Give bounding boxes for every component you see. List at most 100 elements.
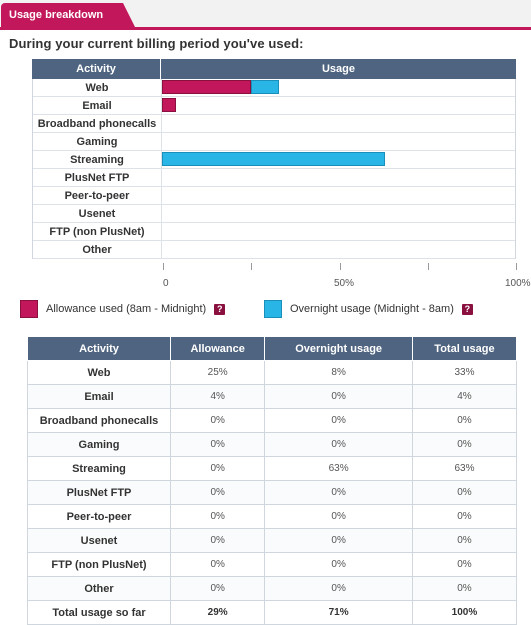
chart-header-usage: Usage	[321, 63, 356, 75]
legend-overnight: Overnight usage (Midnight - 8am) ?	[264, 300, 473, 318]
chart-row-bar-area	[162, 133, 515, 150]
legend-overnight-label: Overnight usage (Midnight - 8am)	[290, 303, 454, 315]
table-cell-value: 0%	[264, 408, 413, 433]
axis-tick-label: 50%	[334, 278, 355, 289]
axis-tick	[163, 263, 164, 270]
chart-row: FTP (non PlusNet)	[33, 223, 515, 241]
table-header-overnight: Overnight usage	[264, 336, 413, 361]
chart-header: Activity Usage	[32, 59, 516, 79]
bar-overnight	[162, 152, 386, 166]
axis-tick-label: 0	[163, 278, 169, 289]
table-cell-value: 33%	[411, 360, 518, 385]
table-cell-activity: Streaming	[27, 456, 171, 481]
chart-row-bar-area	[162, 241, 515, 258]
table-cell-activity: Other	[27, 576, 171, 601]
chart-row-bar-area	[162, 223, 515, 240]
table-header-total: Total usage	[411, 336, 518, 361]
chart-row: Broadband phonecalls	[33, 115, 515, 133]
chart-row-label: Gaming	[33, 133, 162, 150]
chart-row-label: Email	[33, 97, 162, 114]
chart-rows: Web Email Broadband phonecalls Gaming Stream…	[32, 79, 516, 259]
table-cell-value: 63%	[411, 456, 518, 481]
chart-row-label: Broadband phonecalls	[33, 115, 162, 132]
chart-row-label: FTP (non PlusNet)	[33, 223, 162, 240]
table-cell-activity: Web	[27, 360, 171, 385]
chart-row: Streaming	[33, 151, 515, 169]
table-cell-activity: Broadband phonecalls	[27, 408, 171, 433]
bar-allowance	[162, 98, 177, 112]
table-row: Other 0% 0% 0%	[27, 576, 518, 601]
table-cell-value: 4%	[169, 384, 266, 409]
table-cell-value: 4%	[411, 384, 518, 409]
chart-row-bar-area	[162, 187, 515, 204]
chart-row-bar-area	[162, 97, 515, 114]
table-cell-value: 100%	[411, 600, 518, 625]
table-row: PlusNet FTP 0% 0% 0%	[27, 480, 518, 505]
legend-allowance-swatch	[20, 300, 38, 318]
legend-overnight-swatch	[264, 300, 282, 318]
chart-row: Peer-to-peer	[33, 187, 515, 205]
chart-row: Gaming	[33, 133, 515, 151]
table-cell-value: 0%	[411, 408, 518, 433]
table-cell-value: 0%	[264, 552, 413, 577]
chart-header-activity: Activity	[32, 59, 161, 79]
table-cell-value: 0%	[169, 408, 266, 433]
chart-row: Usenet	[33, 205, 515, 223]
table-row: Email 4% 0% 4%	[27, 384, 518, 409]
table-row: FTP (non PlusNet) 0% 0% 0%	[27, 552, 518, 577]
table-cell-value: 0%	[169, 552, 266, 577]
table-header-activity: Activity	[27, 336, 171, 361]
chart-row-label: Peer-to-peer	[33, 187, 162, 204]
axis-tick	[427, 263, 429, 270]
table-cell-value: 8%	[264, 360, 413, 385]
tab-usage-breakdown[interactable]: Usage breakdown	[1, 3, 136, 27]
tab-bar: Usage breakdown	[0, 0, 531, 30]
table-cell-value: 0%	[264, 432, 413, 457]
axis-tick-label: 100%	[505, 278, 531, 289]
table-cell-value: 0%	[169, 432, 266, 457]
table-total-row: Total usage so far 29% 71% 100%	[27, 600, 518, 625]
legend-allowance-label: Allowance used (8am - Midnight)	[46, 303, 207, 315]
chart-row-bar-area	[162, 151, 515, 168]
table-row: Broadband phonecalls 0% 0% 0%	[27, 408, 518, 433]
table-cell-activity: PlusNet FTP	[27, 480, 171, 505]
chart-row: PlusNet FTP	[33, 169, 515, 187]
table-cell-activity: Peer-to-peer	[27, 504, 171, 529]
help-icon[interactable]: ?	[461, 303, 473, 315]
table-cell-value: 0%	[169, 576, 266, 601]
table-cell-value: 0%	[411, 432, 518, 457]
chart-axis	[163, 263, 517, 273]
help-icon[interactable]: ?	[214, 303, 226, 315]
table-cell-value: 0%	[411, 504, 518, 529]
chart-row-bar-area	[162, 115, 515, 132]
table-cell-value: 0%	[169, 528, 266, 553]
table-cell-value: 0%	[169, 504, 266, 529]
table-row: Usenet 0% 0% 0%	[27, 528, 518, 553]
chart-row-bar-area	[162, 205, 515, 222]
bar-allowance	[162, 80, 251, 94]
table-cell-activity: Gaming	[27, 432, 171, 457]
table-header-allowance: Allowance	[169, 336, 266, 361]
chart-row-label: Other	[33, 241, 162, 258]
bar-overnight	[250, 80, 279, 94]
chart-row: Email	[33, 97, 515, 115]
table-header-row: Activity Allowance Overnight usage Total…	[27, 336, 518, 361]
table-cell-value: 0%	[411, 528, 518, 553]
table-cell-value: 0%	[169, 456, 266, 481]
table-cell-value: 0%	[264, 384, 413, 409]
chart-row-label: Web	[33, 79, 162, 96]
table-cell-value: 0%	[264, 528, 413, 553]
table-cell-value: 0%	[411, 552, 518, 577]
legend-allowance: Allowance used (8am - Midnight) ?	[20, 300, 226, 318]
page-heading: During your current billing period you'v…	[9, 36, 304, 51]
table-cell-activity: Total usage so far	[27, 600, 171, 625]
axis-tick	[251, 263, 253, 270]
table-cell-activity: FTP (non PlusNet)	[27, 552, 171, 577]
chart-row: Web	[33, 79, 515, 97]
table-cell-value: 0%	[264, 576, 413, 601]
axis-tick	[516, 263, 517, 270]
table-cell-value: 0%	[411, 480, 518, 505]
table-cell-value: 25%	[169, 360, 266, 385]
table-row: Web 25% 8% 33%	[27, 360, 518, 385]
table-cell-value: 0%	[264, 504, 413, 529]
